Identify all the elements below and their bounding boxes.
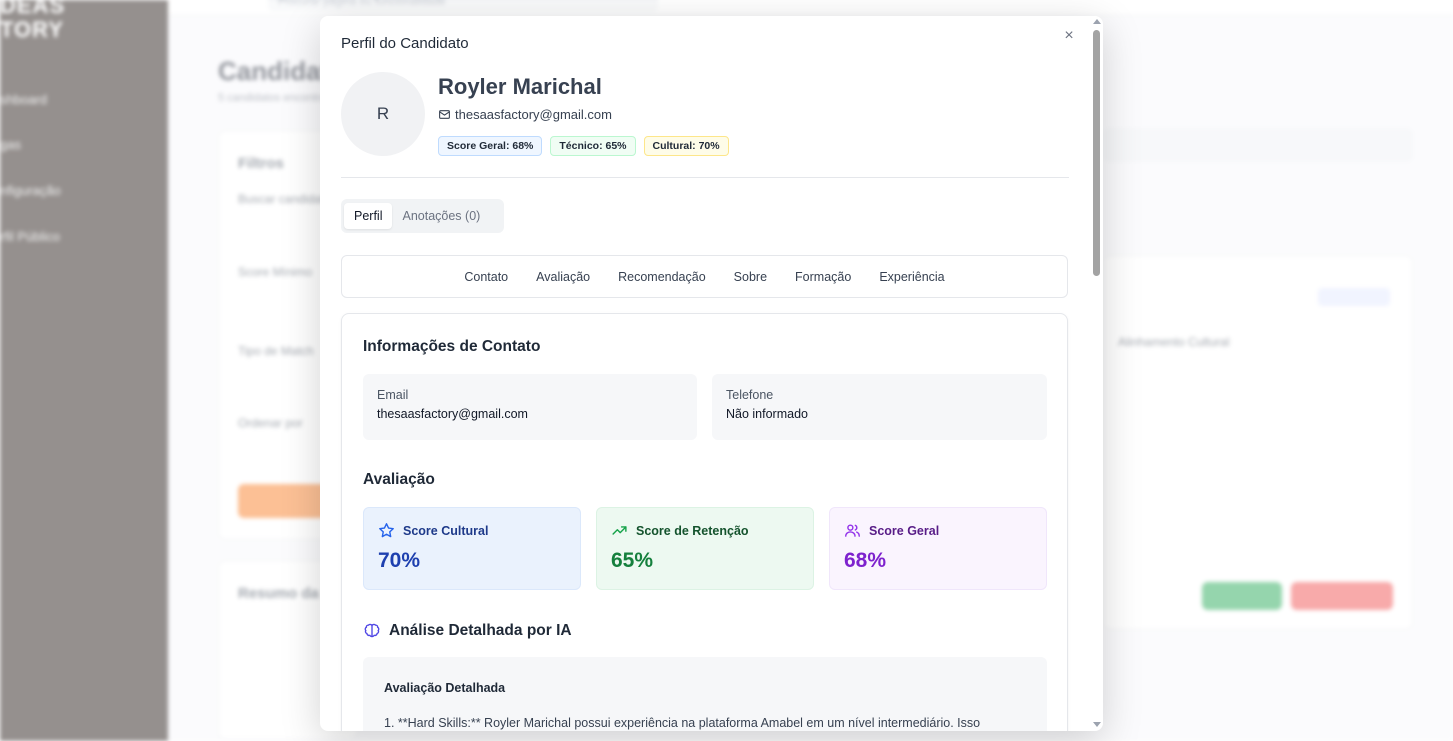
phone-value: Não informado [726,407,808,421]
scroll-up-arrow-icon[interactable] [1093,19,1101,24]
section-link-formacao[interactable]: Formação [795,269,852,284]
overall-score-value: 68% [844,549,887,572]
ai-analysis-text: 1. **Hard Skills:** Royler Marichal poss… [384,716,981,730]
profile-tabs: Perfil Anotações (0) [341,199,504,233]
ai-analysis-box: Avaliação Detalhada 1. **Hard Skills:** … [363,657,1047,731]
overall-score-label: Score Geral [869,523,940,538]
candidate-email-text: thesaasfactory@gmail.com [455,107,612,122]
star-icon [379,523,394,538]
section-link-sobre[interactable]: Sobre [733,269,768,284]
phone-info-box: Telefone Não informado [712,374,1047,440]
candidate-profile-modal: Perfil do Candidato × R Royler Marichal … [320,16,1103,731]
profile-content-card: Informações de Contato Email thesaasfact… [341,313,1068,731]
contact-section-title: Informações de Contato [363,338,541,355]
mail-icon [439,110,450,119]
modal-title: Perfil do Candidato [341,35,469,52]
divider [341,177,1069,178]
section-link-experiencia[interactable]: Experiência [879,269,945,284]
scroll-down-arrow-icon[interactable] [1093,722,1101,727]
users-icon [845,524,860,537]
tab-perfil[interactable]: Perfil [344,203,393,229]
email-label: Email [377,388,409,402]
tab-anotacoes[interactable]: Anotações (0) [402,209,481,223]
retention-score-label: Score de Retenção [636,523,749,538]
candidate-name: Royler Marichal [438,74,602,99]
section-link-contato[interactable]: Contato [464,269,509,284]
email-value: thesaasfactory@gmail.com [377,407,528,421]
overall-score-card: Score Geral 68% [829,507,1047,590]
candidate-email: thesaasfactory@gmail.com [438,107,612,122]
section-nav: Contato Avaliação Recomendação Sobre For… [341,255,1068,298]
email-info-box: Email thesaasfactory@gmail.com [363,374,697,440]
ai-analysis-title-text: Análise Detalhada por IA [389,622,572,639]
phone-label: Telefone [726,388,774,402]
cultural-score-value: 70% [378,549,421,572]
scroll-thumb[interactable] [1093,30,1100,276]
evaluation-section-title: Avaliação [363,471,435,488]
overall-score-badge: Score Geral: 68% [438,136,543,156]
trending-up-icon [612,526,627,535]
score-badges: Score Geral: 68% Técnico: 65% Cultural: … [438,136,729,156]
close-button[interactable]: × [1064,27,1074,44]
ai-analysis-title: Análise Detalhada por IA [363,622,572,640]
cultural-score-label: Score Cultural [403,523,489,538]
cultural-score-card: Score Cultural 70% [363,507,581,590]
section-link-avaliacao[interactable]: Avaliação [536,269,591,284]
brain-icon [364,623,380,638]
retention-score-value: 65% [611,549,654,572]
modal-scrollbar[interactable] [1091,16,1103,731]
retention-score-card: Score de Retenção 65% [596,507,814,590]
ai-analysis-subtitle: Avaliação Detalhada [384,681,506,695]
avatar: R [341,72,425,156]
cultural-score-badge: Cultural: 70% [643,136,729,156]
section-link-recomendacao[interactable]: Recomendação [618,269,706,284]
technical-score-badge: Técnico: 65% [550,136,636,156]
